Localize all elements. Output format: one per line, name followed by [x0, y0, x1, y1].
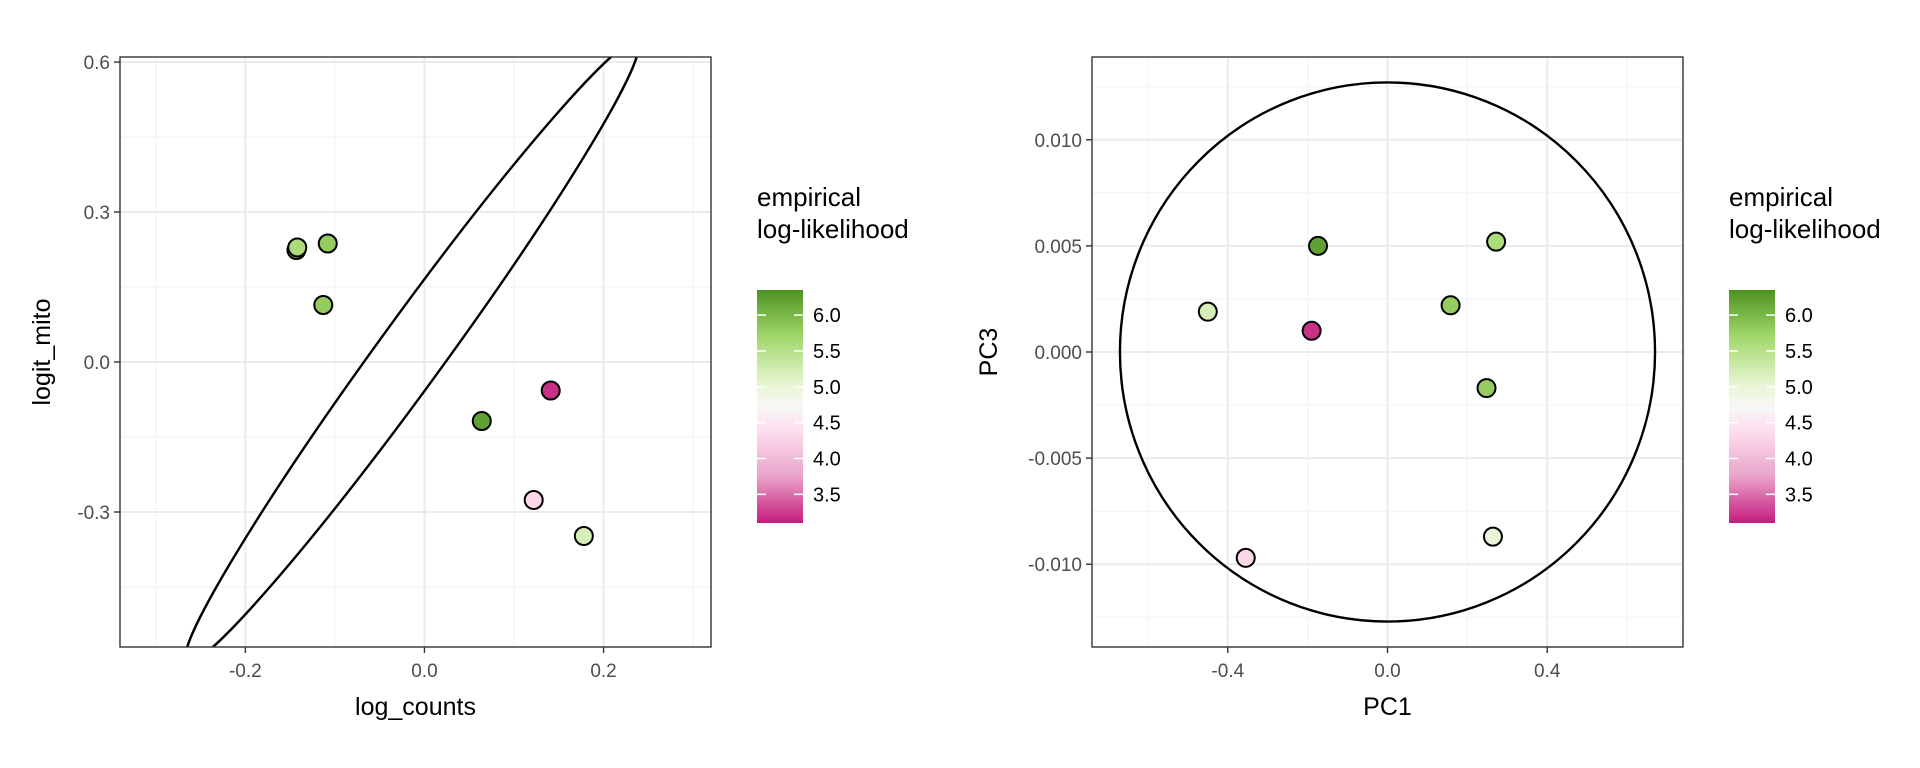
major-gridlines: [1092, 57, 1683, 647]
colorbar-tick-label: 4.5: [1785, 413, 1813, 435]
chart-panel-1: -0.2 0.0 0.2 -0.3 0.0 0.3 0.6 log_counts logi…: [28, 53, 712, 721]
x-axis-title: log_counts: [355, 693, 476, 721]
x-ticks: -0.2 0.0 0.2: [229, 647, 617, 682]
y-axis-title: PC3: [975, 328, 1003, 377]
y-tick-label: -0.010: [1028, 555, 1082, 576]
colorbar-tick-label: 4.0: [813, 448, 841, 470]
y-tick-label: 0.6: [84, 53, 110, 74]
minor-gridlines: [120, 57, 711, 647]
colorbar-ticks: 6.0 5.5 5.0 4.5 4.0 3.5: [757, 305, 841, 506]
colorbar-tick-label: 5.0: [1785, 377, 1813, 399]
colorbar-tick-label: 6.0: [813, 305, 841, 327]
x-ticks: -0.4 0.0 0.4: [1211, 647, 1561, 682]
y-tick-label: 0.010: [1034, 131, 1082, 152]
data-point: [1482, 526, 1503, 547]
data-point: [540, 380, 561, 401]
x-axis-title: PC1: [1363, 693, 1412, 721]
data-point: [1197, 301, 1218, 322]
legend-title-line-2: log-likelihood: [757, 214, 909, 244]
data-point: [573, 526, 594, 546]
x-tick-label: -0.2: [229, 661, 262, 682]
major-gridlines: [120, 57, 711, 647]
chart-panel-2: -0.4 0.0 0.4 -0.010 -0.005 0.000 0.005 0.010 P…: [975, 56, 1684, 721]
y-tick-label: 0.0: [84, 353, 110, 374]
x-tick-label: 0.2: [590, 661, 616, 682]
colorbar: [1729, 290, 1775, 523]
data-point: [1440, 295, 1461, 316]
data-point: [1235, 547, 1256, 568]
data-point: [1486, 231, 1507, 252]
y-axis-title: logit_mito: [28, 299, 56, 406]
data-point: [471, 411, 492, 431]
x-tick-label: 0.0: [1374, 661, 1400, 682]
y-ticks: -0.010 -0.005 0.000 0.005 0.010: [1028, 131, 1092, 576]
colorbar-tick-label: 5.5: [1785, 341, 1813, 363]
colorbar-legend-1: empirical log-likelihood 6.0 5.5 5.0 4.5 4.0…: [757, 182, 909, 523]
legend-title-line-1: empirical: [757, 182, 861, 212]
data-point: [1308, 235, 1329, 256]
colorbar-tick-label: 5.0: [813, 377, 841, 399]
y-tick-label: 0.3: [84, 203, 110, 224]
colorbar-tick-label: 6.0: [1785, 305, 1813, 327]
data-point: [313, 295, 334, 315]
data-point: [287, 237, 308, 258]
y-tick-label: 0.000: [1034, 343, 1082, 364]
colorbar-tick-label: 5.5: [813, 341, 841, 363]
y-tick-label: -0.005: [1028, 449, 1082, 470]
legend-title-line-2: log-likelihood: [1729, 214, 1881, 244]
data-points: [286, 233, 594, 546]
y-ticks: -0.3 0.0 0.3 0.6: [77, 53, 120, 524]
panel-border: [119, 56, 712, 648]
confidence-ellipse: [183, 57, 640, 647]
legend-title-line-1: empirical: [1729, 182, 1833, 212]
panel-background: [120, 57, 711, 647]
data-point: [523, 490, 544, 510]
data-point: [1476, 378, 1497, 399]
colorbar: [757, 290, 803, 523]
data-points: [1197, 231, 1507, 568]
x-tick-label: 0.0: [411, 661, 437, 682]
y-tick-label: -0.3: [77, 503, 110, 524]
y-tick-label: 0.005: [1034, 237, 1082, 258]
colorbar-tick-label: 4.0: [1785, 448, 1813, 470]
colorbar-tick-label: 4.5: [813, 413, 841, 435]
colorbar-legend-2: empirical log-likelihood 6.0 5.5 5.0 4.5 4.0…: [1729, 182, 1881, 523]
colorbar-tick-label: 3.5: [1785, 484, 1813, 506]
data-point: [317, 233, 338, 254]
x-tick-label: 0.4: [1534, 661, 1561, 682]
x-tick-label: -0.4: [1211, 661, 1244, 682]
data-point: [1301, 320, 1322, 341]
confidence-ellipse: [1118, 81, 1657, 623]
colorbar-ticks: 6.0 5.5 5.0 4.5 4.0 3.5: [1729, 305, 1813, 506]
colorbar-tick-label: 3.5: [813, 484, 841, 506]
